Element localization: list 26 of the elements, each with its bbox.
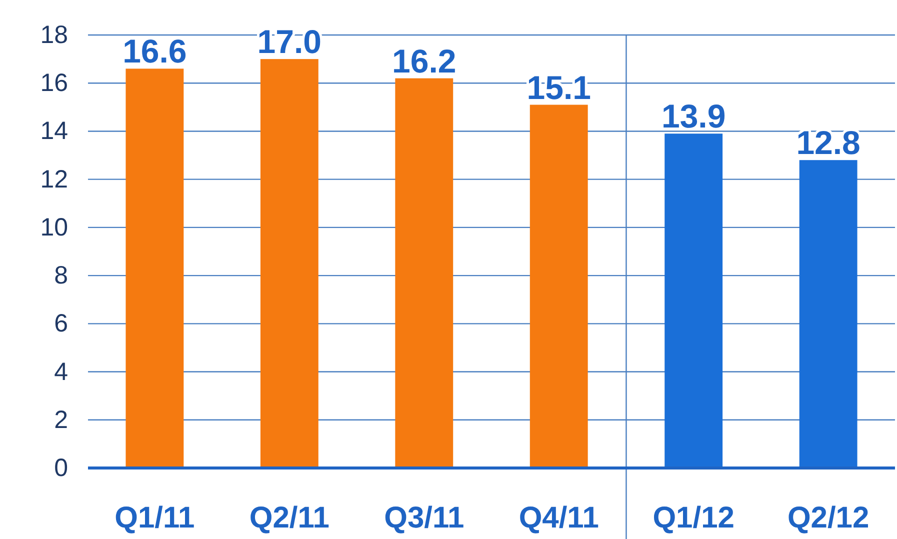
data-label: 16.6 xyxy=(122,32,187,70)
y-tick-label: 10 xyxy=(40,213,68,242)
y-tick-label: 18 xyxy=(40,21,68,49)
data-label: 16.2 xyxy=(392,42,456,80)
data-label: 13.9 xyxy=(661,98,726,135)
x-tick-label: Q1/11 xyxy=(114,501,195,534)
data-label: 12.8 xyxy=(796,124,860,162)
y-tick-label: 4 xyxy=(54,358,68,386)
bar xyxy=(530,104,588,468)
y-tick-label: 14 xyxy=(40,117,68,146)
x-tick-label: Q2/12 xyxy=(787,501,870,534)
y-tick-label: 0 xyxy=(54,454,68,482)
bar xyxy=(260,59,318,468)
x-tick-label: Q4/11 xyxy=(518,501,599,534)
y-tick-label: 2 xyxy=(54,406,68,434)
y-tick-label: 6 xyxy=(54,310,68,338)
x-tick-label: Q3/11 xyxy=(384,501,464,534)
x-tick-label: Q2/11 xyxy=(249,501,330,534)
bar xyxy=(799,160,858,468)
y-tick-label: 16 xyxy=(40,69,68,98)
y-tick-label: 8 xyxy=(54,262,68,290)
y-tick-label: 12 xyxy=(40,165,68,194)
bar xyxy=(395,78,454,468)
bar xyxy=(664,134,723,468)
bar xyxy=(126,68,184,468)
x-tick-label: Q1/12 xyxy=(652,501,734,534)
